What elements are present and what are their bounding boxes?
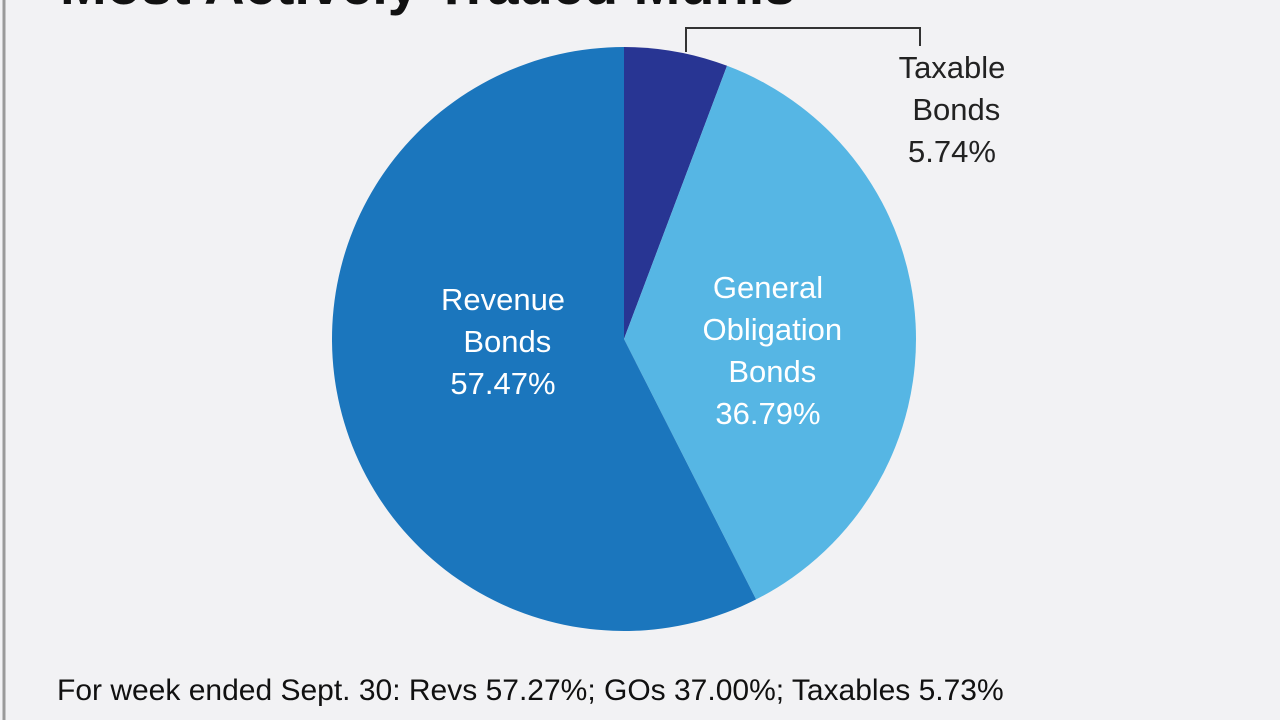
slice-label: Taxable Bonds <box>899 50 1006 127</box>
chart-title: Most Actively Traded Munis <box>60 0 795 16</box>
value-label: 5.74% <box>908 134 996 169</box>
footnote: For week ended Sept. 30: Revs 57.27%; GO… <box>57 674 1004 707</box>
slice-label: General Obligation Bonds <box>694 270 842 389</box>
value-label: 36.79% <box>715 396 820 431</box>
leader-line <box>685 27 921 52</box>
slice-label: Revenue Bonds <box>441 282 565 359</box>
pie-slice <box>624 47 728 339</box>
value-label: 57.47% <box>450 366 555 401</box>
pie-slice <box>624 65 917 600</box>
pie-slice <box>332 47 757 631</box>
